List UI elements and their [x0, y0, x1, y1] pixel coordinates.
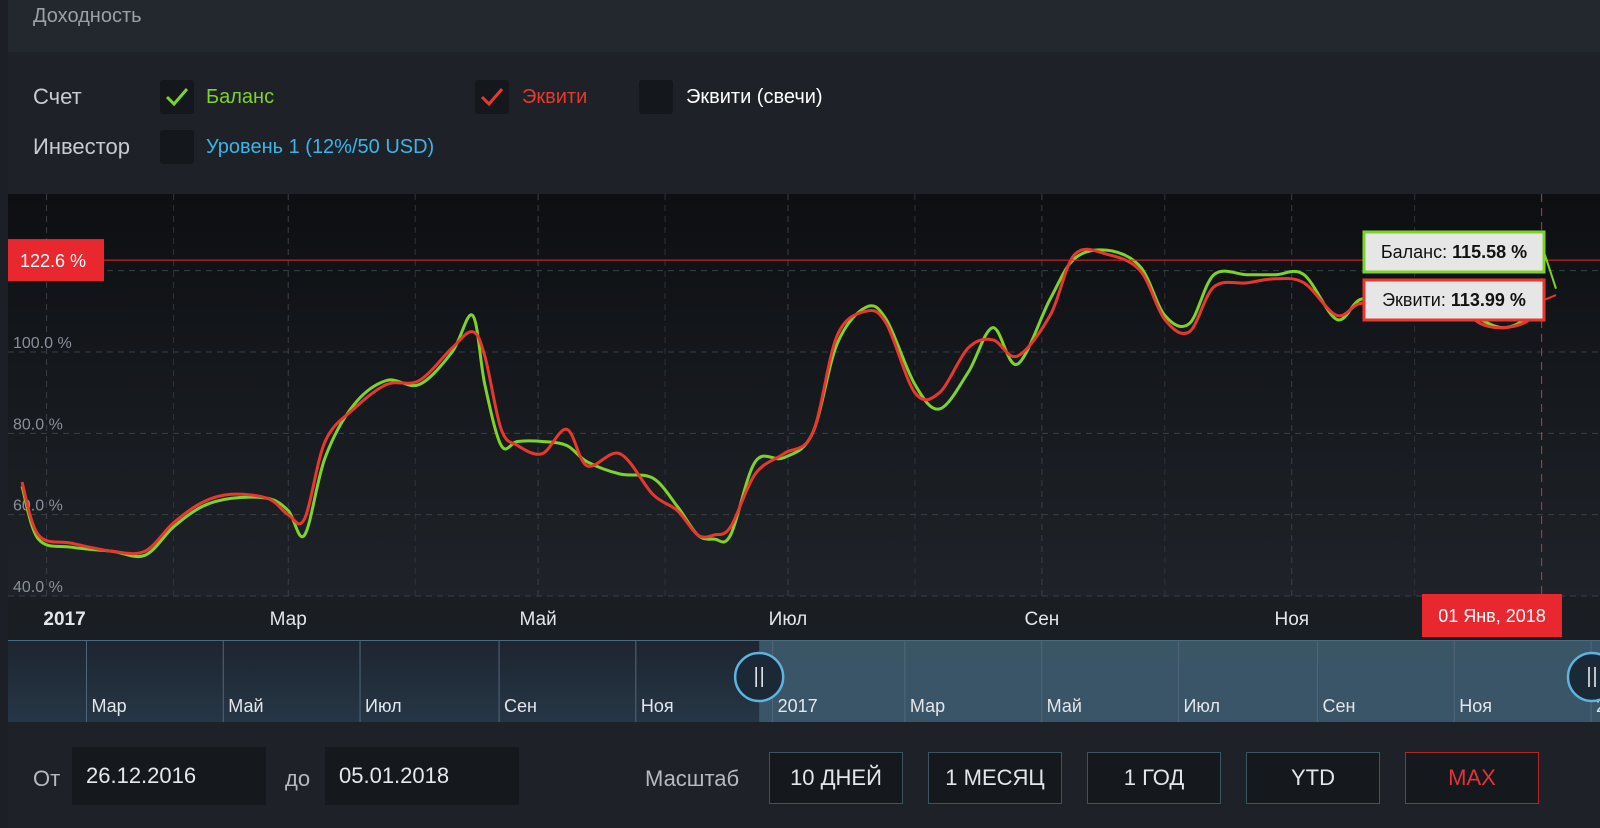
crosshair-y-label: 122.6 % [20, 251, 86, 271]
equity-checkbox[interactable] [475, 80, 509, 114]
level1-checkbox-label[interactable]: Уровень 1 (12%/50 USD) [206, 136, 435, 158]
crosshair-x-label: 01 Янв, 2018 [1438, 606, 1546, 626]
level1-checkbox[interactable] [160, 130, 194, 164]
scale-1-month-button[interactable]: 1 МЕСЯЦ [928, 752, 1062, 804]
tooltip-box [1362, 278, 1546, 322]
handle-circle[interactable] [1566, 651, 1600, 703]
crosshair-y-badge [8, 239, 104, 282]
navigator-tick-label: Сен [1322, 696, 1355, 716]
plot-background [8, 194, 1600, 596]
navigator-tick-label: Ноя [1459, 696, 1492, 716]
navigator-tick-label: Июл [1183, 696, 1220, 716]
to-date-input[interactable] [325, 747, 519, 805]
navigator-left-handle[interactable] [733, 651, 785, 703]
tooltip-connector [1543, 294, 1557, 301]
scale-ytd-button[interactable]: YTD [1246, 752, 1380, 804]
tooltip-text: Эквити: 113.99 % [1382, 290, 1526, 310]
x-tick-label: Ноя [1274, 609, 1309, 630]
from-label: От [33, 766, 61, 791]
equity-checkbox-label[interactable]: Эквити [522, 86, 588, 108]
tooltip-connector [1543, 251, 1557, 289]
navigator-tick-label: Ноя [641, 696, 674, 716]
tooltip-box [1362, 230, 1546, 274]
tooltip-text: Баланс: 115.58 % [1381, 242, 1527, 262]
navigator-selection[interactable] [759, 640, 1600, 722]
navigator-canvas[interactable]: Мар Май Июл Сен Ноя 2017 Мар Май Июл Сен Ноя 2018 [8, 640, 1600, 722]
x-tick-label: Сен [1025, 609, 1060, 630]
navigator-tick-label: Май [228, 696, 263, 716]
navigator-tick-label: Май [1047, 696, 1082, 716]
x-tick-label: Июл [769, 609, 808, 630]
navigator-tick-label: 2018 [1596, 696, 1600, 716]
investor-row-label: Инвестор [33, 134, 130, 159]
legend-panel: Счет Инвестор Баланс Эквити Эквити (свеч… [8, 52, 1600, 194]
navigator-tick-label: Июл [365, 696, 402, 716]
crosshair-x-badge [1422, 594, 1562, 637]
x-tick-label: Май [519, 609, 556, 630]
controls-bar: От до Масштаб 10 ДНЕЙ 1 МЕСЯЦ 1 ГОД YTD … [8, 722, 1600, 828]
balance-checkbox-label[interactable]: Баланс [206, 86, 275, 108]
account-row-label: Счет [33, 84, 82, 109]
equity-candles-checkbox-label[interactable]: Эквити (свечи) [686, 86, 823, 108]
yield-widget: Доходность Счет Инвестор Баланс Эквити Э… [8, 0, 1600, 828]
equity-tooltip: Эквити: 113.99 % [1362, 278, 1557, 322]
y-tick-label: 40.0 % [13, 579, 63, 596]
navigator-tick-label: 2017 [778, 696, 818, 716]
balance-checkbox[interactable] [160, 80, 194, 114]
equity-series-line [20, 247, 1543, 556]
equity-candles-checkbox[interactable] [639, 80, 673, 114]
yield-chart[interactable]: 40.0 % 60.0 % 80.0 % 100.0 % 122.6 % 01 Янв,… [8, 194, 1600, 640]
y-tick-label: 80.0 % [13, 416, 63, 433]
navigator-tick-label: Мар [910, 696, 945, 716]
balance-series-line [20, 248, 1543, 559]
page-title: Доходность [33, 5, 142, 27]
x-tick-label: Мар [270, 609, 307, 630]
checkmark-icon [480, 88, 504, 107]
to-label: до [285, 766, 311, 791]
navigator-tick-label: Сен [504, 696, 537, 716]
y-tick-label: 100.0 % [13, 335, 72, 352]
chart-canvas[interactable]: 40.0 % 60.0 % 80.0 % 100.0 % 122.6 % 01 Янв,… [8, 194, 1600, 640]
from-date-input[interactable] [72, 747, 266, 805]
balance-tooltip: Баланс: 115.58 % [1362, 230, 1557, 289]
scale-max-button[interactable]: MAX [1405, 752, 1539, 804]
navigator-tick-label: Мар [91, 696, 126, 716]
scale-10-days-button[interactable]: 10 ДНЕЙ [769, 752, 903, 804]
header: Доходность [8, 0, 1600, 52]
checkmark-icon [165, 88, 189, 107]
scale-1-year-button[interactable]: 1 ГОД [1087, 752, 1221, 804]
handle-circle[interactable] [733, 651, 785, 703]
y-tick-label: 60.0 % [13, 498, 63, 515]
x-tick-label: 2017 [43, 609, 85, 630]
navigator-right-handle[interactable] [1566, 651, 1600, 703]
scale-label: Масштаб [645, 766, 740, 791]
range-navigator[interactable]: Мар Май Июл Сен Ноя 2017 Мар Май Июл Сен Ноя 2018 [8, 640, 1600, 722]
